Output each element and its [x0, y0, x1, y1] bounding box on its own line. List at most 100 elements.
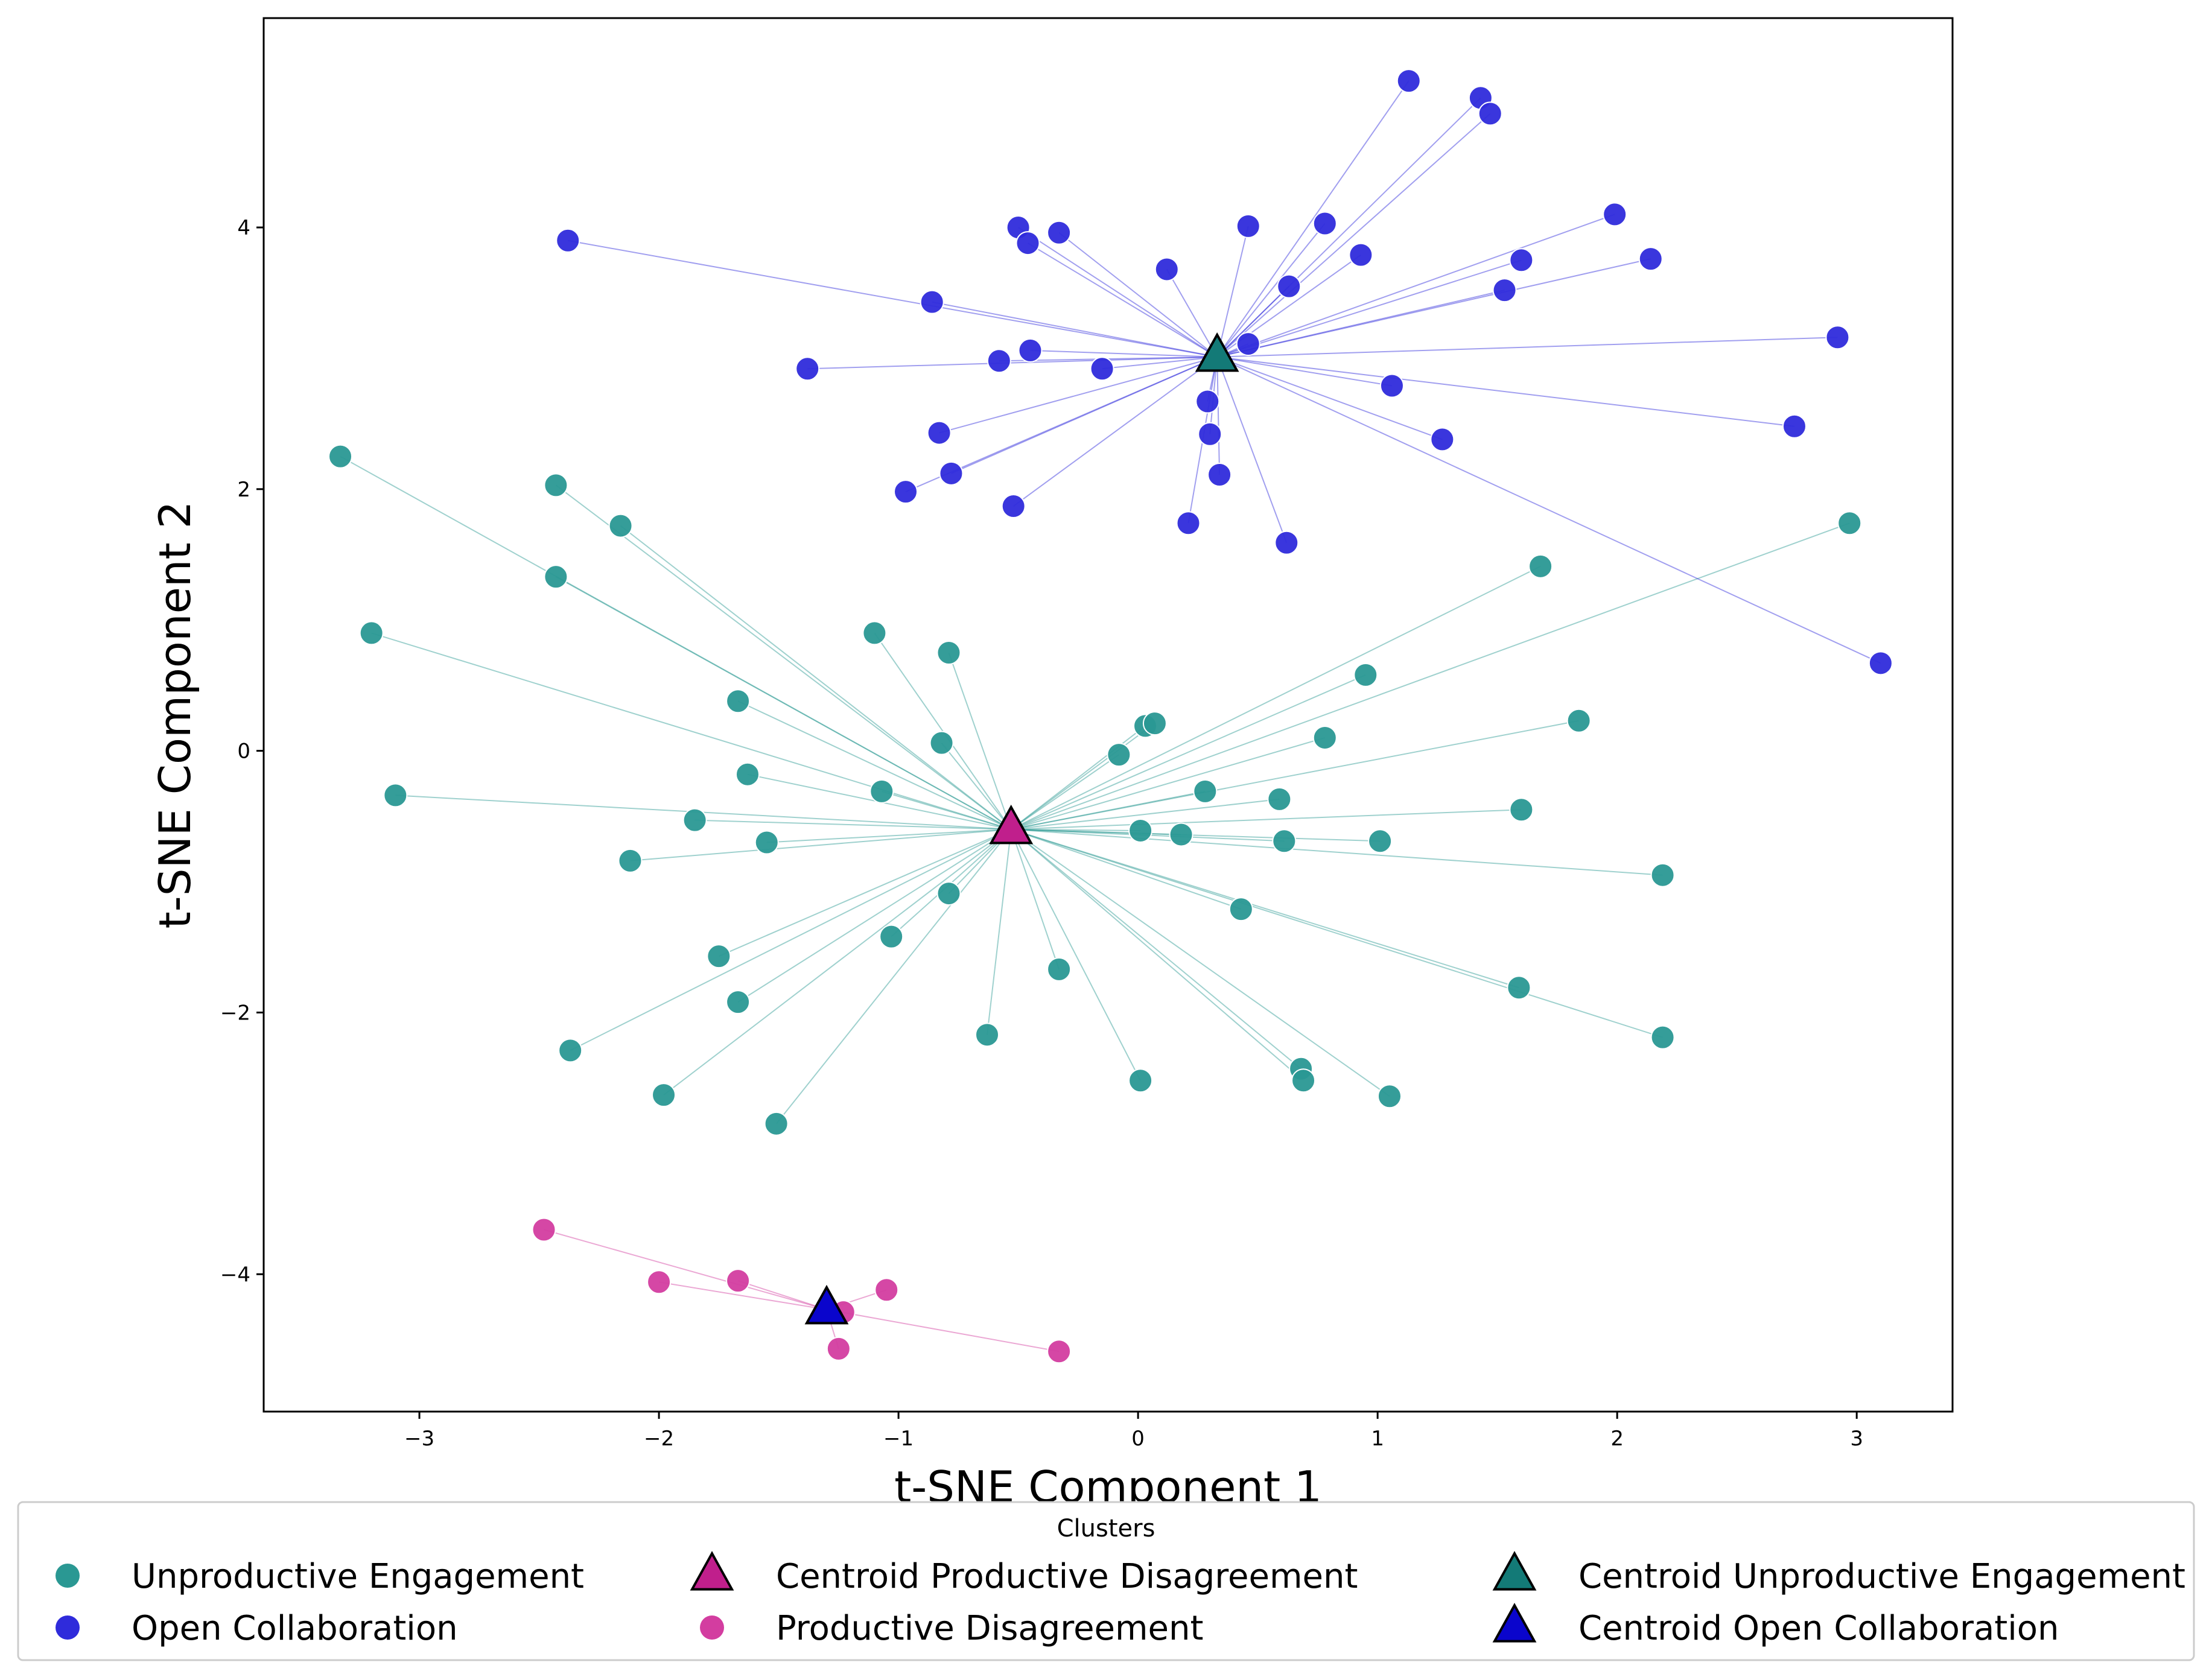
- connection-line: [775, 829, 1012, 1124]
- data-point: [1837, 511, 1862, 536]
- data-point: [987, 349, 1011, 373]
- data-point: [726, 990, 751, 1015]
- connection-line: [1011, 828, 1141, 831]
- connection-line: [658, 1281, 827, 1310]
- data-point: [1128, 818, 1153, 843]
- data-point: [1128, 1068, 1153, 1093]
- connection-line: [826, 1308, 1060, 1352]
- data-point: [1566, 708, 1591, 733]
- connection-line: [1011, 725, 1146, 830]
- connection-line: [1216, 357, 1288, 544]
- data-point: [726, 689, 751, 714]
- connection-line: [555, 576, 1012, 830]
- y-tick-label: 2: [237, 478, 250, 502]
- legend-marker: [700, 1615, 724, 1640]
- connection-line: [1010, 829, 1060, 970]
- data-point: [1528, 554, 1553, 579]
- connection-line: [1216, 357, 1221, 475]
- data-point: [1277, 274, 1301, 299]
- connection-line: [737, 828, 1012, 1003]
- connection-line: [1011, 565, 1541, 830]
- data-point: [1650, 1025, 1675, 1050]
- connection-line: [718, 828, 1012, 957]
- data-point: [383, 783, 408, 808]
- data-point: [862, 621, 887, 645]
- data-point: [1507, 975, 1531, 1000]
- data-point: [1047, 220, 1072, 245]
- centroid-marker: [1195, 332, 1239, 372]
- connection-line: [807, 356, 1218, 370]
- data-point: [1312, 725, 1337, 750]
- data-point: [929, 731, 954, 755]
- x-tick-label: 2: [1610, 1427, 1624, 1451]
- connection-line: [1216, 223, 1326, 358]
- connection-line: [1011, 829, 1304, 1081]
- y-tick-label: 0: [237, 740, 250, 764]
- data-point: [1272, 829, 1297, 854]
- connection-line: [1011, 829, 1301, 1070]
- legend-label: Open Collaboration: [132, 1609, 458, 1648]
- connection-line: [1217, 356, 1795, 427]
- legend-marker: [56, 1615, 80, 1640]
- legend-marker: [1492, 1551, 1537, 1591]
- y-tick-label: 4: [237, 216, 250, 240]
- x-tick-label: 0: [1131, 1427, 1145, 1451]
- connection-line: [1011, 754, 1119, 830]
- connection-line: [941, 743, 1012, 830]
- connection-line: [340, 455, 1012, 830]
- x-tick-label: 3: [1850, 1427, 1863, 1451]
- data-point: [1396, 69, 1421, 94]
- legend-marker: [1492, 1603, 1537, 1643]
- data-point: [939, 461, 964, 486]
- connection-line: [932, 301, 1218, 358]
- data-point: [894, 480, 918, 504]
- connection-line: [1011, 828, 1663, 1038]
- connection-line: [694, 819, 1011, 830]
- connection-line: [1216, 356, 1443, 440]
- connection-line: [620, 525, 1012, 830]
- x-tick-label: −3: [404, 1427, 434, 1451]
- connection-line: [1011, 790, 1206, 830]
- data-point: [1107, 743, 1131, 767]
- connection-line: [1216, 97, 1481, 358]
- connection-line: [1011, 522, 1850, 830]
- data-point: [975, 1022, 1000, 1047]
- connection-line: [1166, 268, 1218, 358]
- connection-line: [1011, 828, 1519, 989]
- legend-marker: [56, 1564, 80, 1588]
- data-point: [795, 357, 820, 381]
- connection-line: [1216, 258, 1651, 358]
- connection-line: [1216, 285, 1289, 358]
- connection-line: [1217, 337, 1838, 358]
- y-axis-title: t-SNE Component 2: [150, 501, 200, 929]
- data-point: [544, 565, 568, 589]
- legend-title: Clusters: [1057, 1515, 1155, 1542]
- connection-line: [1030, 349, 1218, 358]
- y-tick-label: −4: [220, 1263, 250, 1287]
- data-point: [1378, 1084, 1402, 1109]
- connection-line: [1018, 227, 1218, 358]
- data-point: [735, 762, 760, 787]
- data-point: [1236, 332, 1260, 357]
- data-point: [1509, 248, 1534, 273]
- connection-line: [1011, 720, 1579, 830]
- data-point: [1478, 101, 1502, 126]
- connection-line: [1102, 356, 1218, 370]
- data-point: [618, 848, 643, 873]
- legend-label: Productive Disagreement: [776, 1609, 1203, 1648]
- data-point: [647, 1270, 672, 1295]
- data-point: [1198, 422, 1222, 446]
- data-point: [754, 830, 779, 855]
- centroid-connection-lines: [340, 80, 1881, 1352]
- data-point: [1868, 651, 1893, 676]
- data-point: [707, 944, 731, 969]
- data-point: [920, 290, 944, 314]
- data-point: [532, 1217, 556, 1242]
- data-point: [874, 1278, 899, 1302]
- data-point: [1430, 427, 1455, 452]
- y-tick-label: −2: [220, 1001, 250, 1025]
- data-point: [1228, 897, 1253, 922]
- data-point: [1047, 1339, 1072, 1364]
- data-point: [1001, 494, 1026, 519]
